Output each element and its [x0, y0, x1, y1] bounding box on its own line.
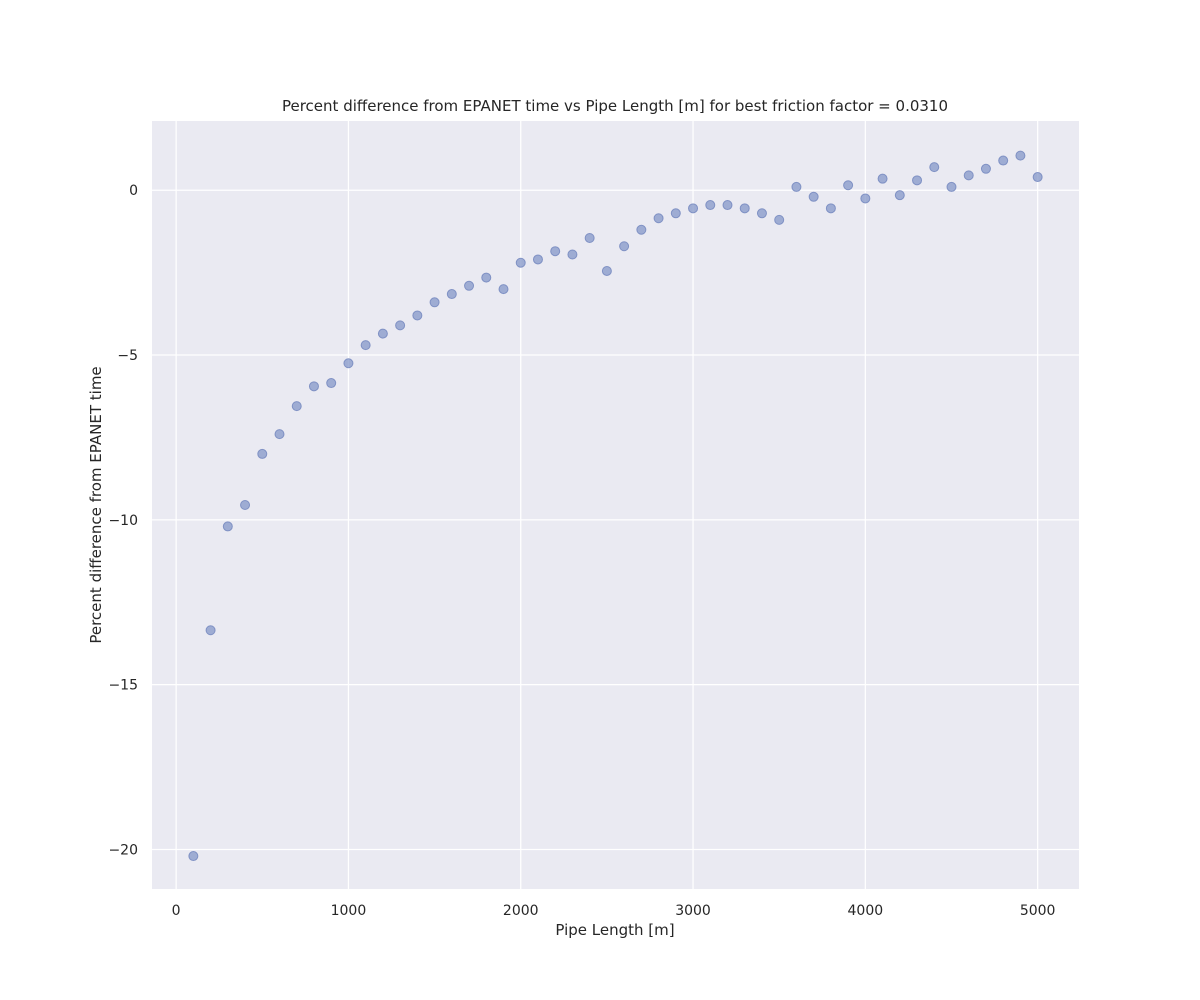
plot-area: [152, 121, 1079, 889]
data-point: [860, 193, 871, 204]
y-tick-label: −10: [108, 513, 138, 529]
data-point: [670, 208, 681, 219]
y-tick-label: −20: [108, 842, 138, 858]
data-point: [377, 328, 388, 339]
x-tick-label: 2000: [503, 903, 539, 919]
data-point: [326, 378, 337, 389]
x-axis-label: Pipe Length [m]: [555, 921, 674, 939]
data-point: [912, 175, 923, 186]
data-point: [688, 203, 699, 214]
data-point: [567, 249, 578, 260]
y-tick-label: −15: [108, 678, 138, 694]
data-point: [412, 310, 423, 321]
data-point: [532, 254, 543, 265]
data-point: [619, 241, 630, 252]
x-tick-label: 0: [172, 903, 181, 919]
chart-title: Percent difference from EPANET time vs P…: [282, 97, 948, 115]
data-point: [791, 181, 802, 192]
data-point: [998, 155, 1009, 166]
data-point: [963, 170, 974, 181]
data-point: [308, 381, 319, 392]
data-point: [481, 272, 492, 283]
x-tick-label: 1000: [331, 903, 367, 919]
data-point: [205, 625, 216, 636]
y-axis-ticks: 0 −5 −10 −15 −20: [108, 183, 138, 858]
data-point: [756, 208, 767, 219]
x-tick-label: 5000: [1020, 903, 1056, 919]
data-point: [429, 297, 440, 308]
y-tick-label: −5: [117, 348, 138, 364]
data-point: [739, 203, 750, 214]
data-point: [222, 521, 233, 532]
data-point: [240, 500, 251, 510]
data-point: [705, 200, 716, 211]
data-point: [722, 200, 733, 211]
data-point: [1032, 172, 1043, 183]
data-point: [1015, 150, 1026, 161]
data-point: [464, 280, 475, 291]
y-axis-label: Percent difference from EPANET time: [87, 366, 105, 643]
data-point: [360, 340, 371, 351]
y-tick-label: 0: [129, 183, 138, 199]
data-point: [843, 180, 854, 191]
data-point: [601, 265, 612, 276]
data-point: [877, 173, 888, 184]
data-points: [188, 150, 1043, 862]
data-point: [929, 162, 940, 173]
data-point: [188, 851, 199, 862]
x-tick-label: 4000: [848, 903, 884, 919]
data-point: [498, 284, 509, 295]
data-point: [894, 190, 905, 201]
data-point: [653, 213, 664, 224]
data-point: [395, 320, 406, 331]
data-point: [808, 191, 819, 202]
data-point: [825, 203, 836, 214]
data-point: [774, 214, 785, 225]
data-point: [584, 233, 595, 244]
data-point: [515, 257, 526, 268]
x-axis-ticks: 0 1000 2000 3000 4000 5000: [172, 903, 1056, 919]
data-point: [257, 448, 268, 459]
grid-lines: [152, 121, 1079, 889]
data-point: [946, 181, 957, 192]
data-point: [636, 224, 647, 235]
x-tick-label: 3000: [675, 903, 711, 919]
data-point: [291, 401, 302, 412]
data-point: [980, 163, 991, 174]
data-point: [274, 429, 285, 440]
data-point: [343, 358, 354, 369]
data-point: [550, 246, 561, 257]
data-point: [446, 289, 457, 300]
